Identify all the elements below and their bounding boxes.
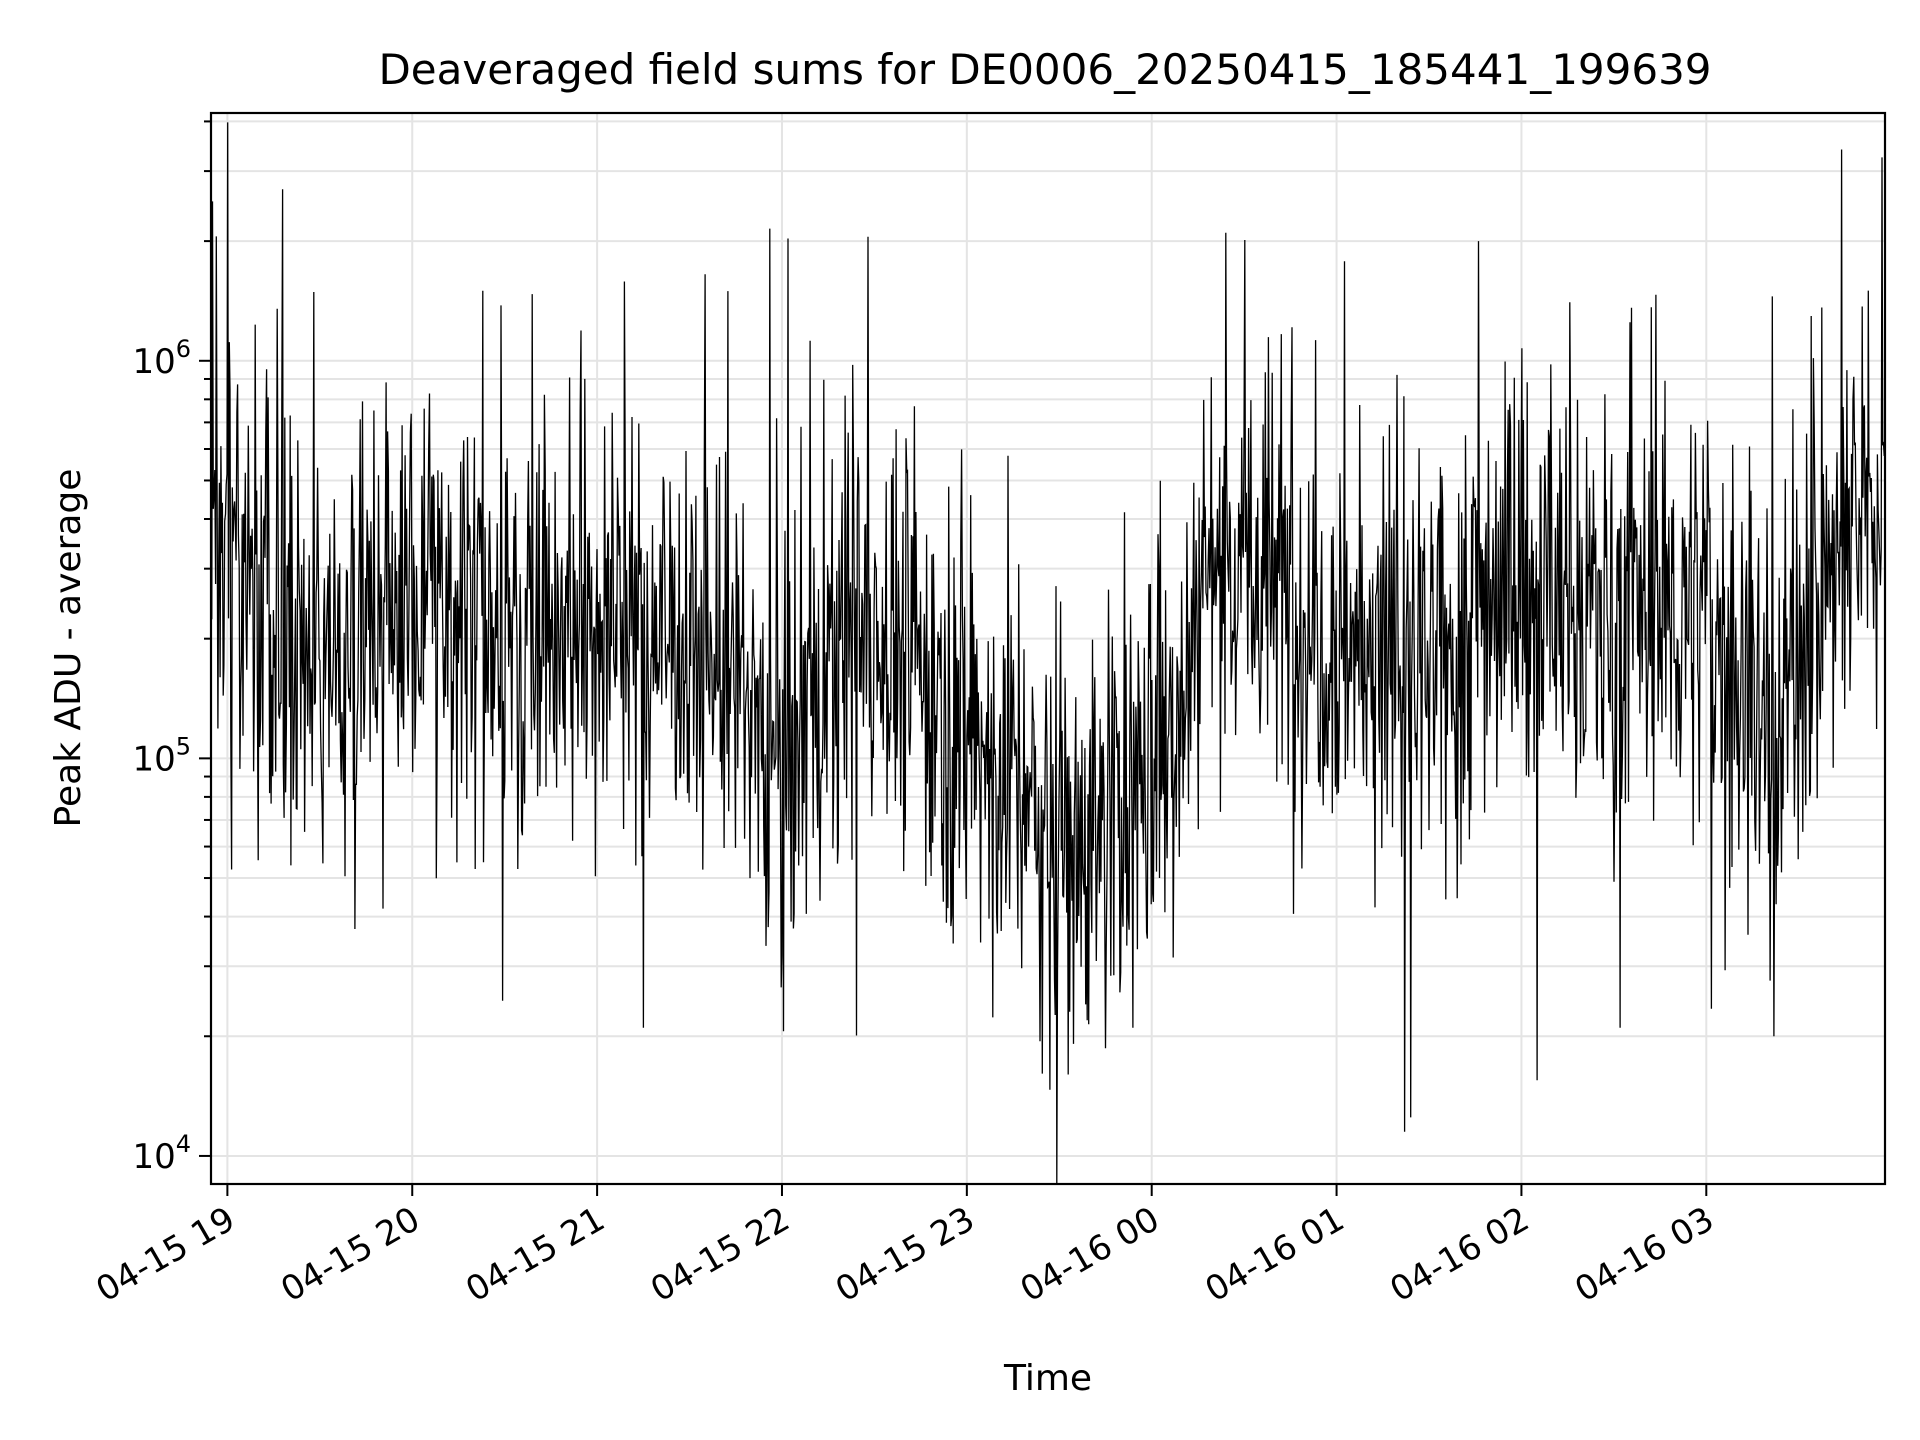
y-tick-label: 105 xyxy=(132,732,191,779)
series-line-group xyxy=(210,122,1886,1185)
grid-lines xyxy=(211,113,1885,1184)
x-axis-label: Time xyxy=(1003,1358,1092,1399)
series-line xyxy=(210,122,1886,1185)
plot-frame xyxy=(209,111,1887,1186)
y-axis-label: Peak ADU - average xyxy=(48,469,89,828)
y-tick-label: 104 xyxy=(132,1130,191,1177)
chart-title: Deaveraged field sums for DE0006_2025041… xyxy=(378,45,1711,94)
y-axis: 104 105 106 xyxy=(132,120,211,1177)
y-tick-label: 106 xyxy=(132,335,191,382)
